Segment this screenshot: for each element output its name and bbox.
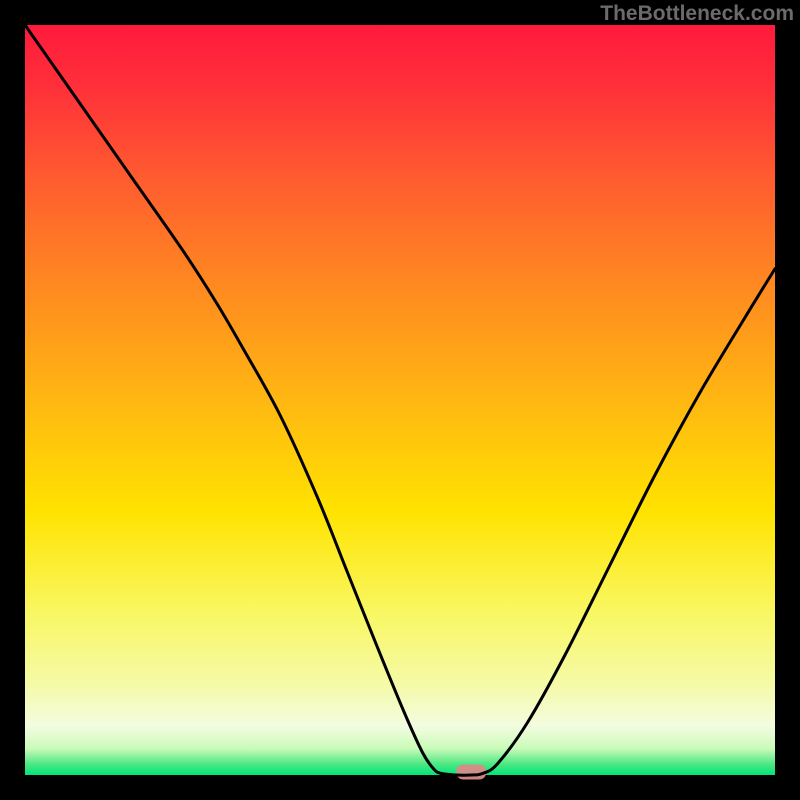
plot-area [25,25,775,775]
bottleneck-chart [0,0,800,800]
attribution-text: TheBottleneck.com [600,2,794,26]
optimal-marker [456,765,486,780]
